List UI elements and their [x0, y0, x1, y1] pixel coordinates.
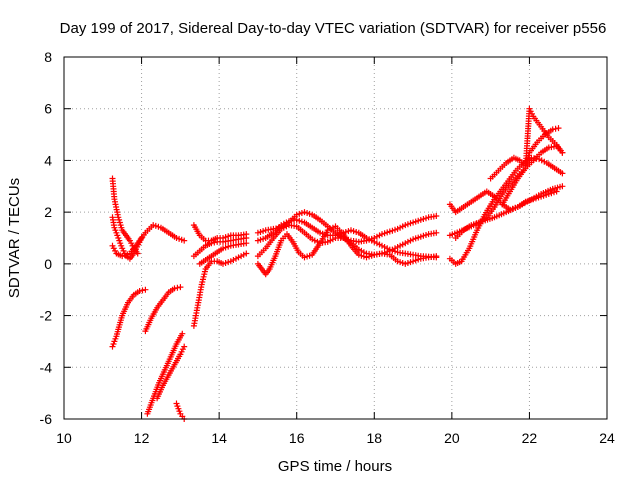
x-tick-label: 24 [599, 430, 615, 446]
data-series [196, 240, 250, 267]
y-tick-label: 8 [44, 49, 52, 65]
x-tick-label: 14 [211, 430, 227, 446]
data-point [555, 125, 562, 132]
data-series [190, 235, 250, 260]
data-point [243, 250, 250, 257]
data-series [142, 284, 184, 335]
data-point [559, 183, 566, 190]
data-markers [109, 105, 566, 422]
x-tick-label: 16 [289, 430, 305, 446]
y-tick-label: 6 [44, 101, 52, 117]
data-point [433, 253, 440, 260]
y-tick-label: 2 [44, 204, 52, 220]
data-point [177, 284, 184, 291]
y-tick-label: -4 [40, 359, 53, 375]
data-point [138, 235, 145, 241]
data-series [446, 183, 566, 239]
data-series [109, 214, 145, 262]
data-point [526, 105, 533, 112]
data-point [552, 125, 559, 132]
y-tick-label: 4 [44, 152, 52, 168]
x-tick-label: 10 [56, 430, 72, 446]
data-point [179, 330, 186, 337]
data-point [181, 343, 188, 350]
data-point [553, 188, 560, 195]
x-axis-label: GPS time / hours [278, 458, 392, 475]
x-tick-label: 18 [366, 430, 382, 446]
data-series [109, 286, 149, 350]
x-tick-label: 20 [444, 430, 460, 446]
data-series [190, 250, 250, 329]
data-series [254, 216, 440, 261]
x-tick-label: 12 [134, 430, 150, 446]
data-point [433, 213, 440, 219]
y-tick-label: -2 [40, 308, 53, 324]
y-tick-label: 0 [44, 256, 52, 272]
y-tick-label: -6 [40, 411, 53, 427]
data-point [541, 158, 548, 165]
data-point [181, 237, 188, 244]
plot-frame [63, 56, 608, 420]
data-series [254, 223, 440, 278]
data-point [243, 240, 250, 247]
data-point [559, 149, 566, 156]
data-series [499, 105, 566, 208]
data-point [433, 229, 440, 236]
data-point [174, 284, 181, 291]
data-point [139, 287, 146, 294]
data-series [452, 143, 566, 241]
data-point [142, 286, 149, 293]
y-axis-label: SDTVAR / TECUs [6, 178, 23, 298]
data-series [154, 343, 188, 402]
data-series [173, 400, 188, 422]
data-point [208, 240, 215, 247]
x-tick-label: 22 [522, 430, 538, 446]
chart-title: Day 199 of 2017, Sidereal Day-to-day VTE… [60, 20, 607, 37]
data-point [243, 235, 250, 241]
data-point [545, 191, 552, 197]
data-point [559, 170, 566, 177]
